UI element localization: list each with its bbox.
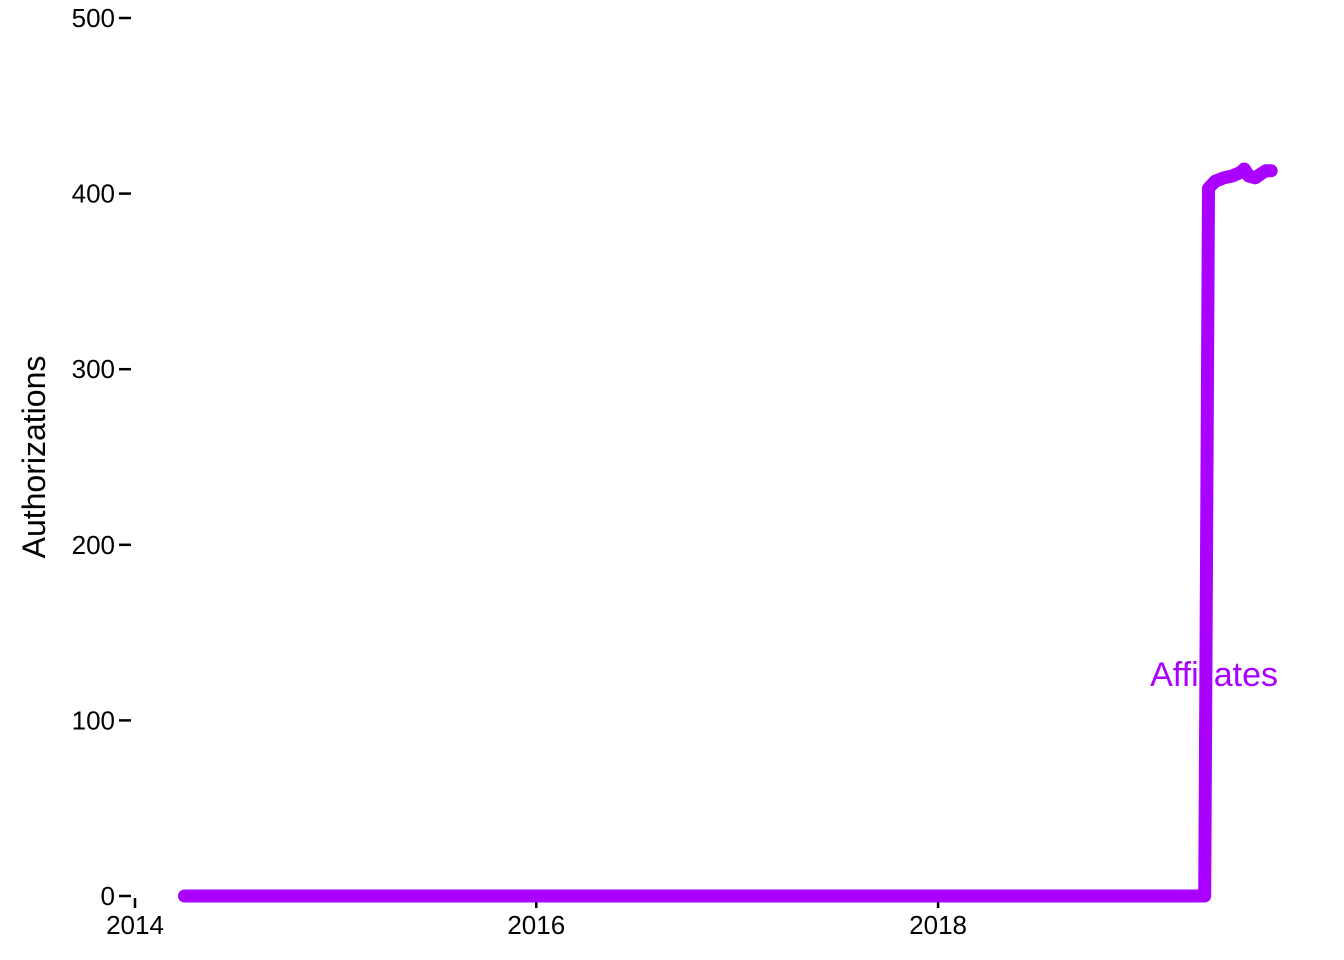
- x-tick-label: 2018: [909, 910, 967, 940]
- y-tick-label: 300: [72, 354, 115, 384]
- y-tick-label: 0: [101, 881, 115, 911]
- series-layer: Affiliates: [178, 162, 1278, 903]
- y-axis: 0 100 200 300 400 500: [72, 3, 131, 911]
- y-tick-label: 100: [72, 705, 115, 735]
- y-tick-label: 200: [72, 530, 115, 560]
- y-tick-label: 500: [72, 3, 115, 33]
- x-tick-label: 2014: [106, 910, 164, 940]
- x-tick-label: 2016: [507, 910, 565, 940]
- series-line: [178, 162, 1278, 903]
- y-axis-title: Authorizations: [16, 356, 52, 559]
- x-axis: 2014 2016 2018: [106, 898, 967, 940]
- series-label: Affiliates: [1150, 656, 1278, 694]
- y-tick-label: 400: [72, 179, 115, 209]
